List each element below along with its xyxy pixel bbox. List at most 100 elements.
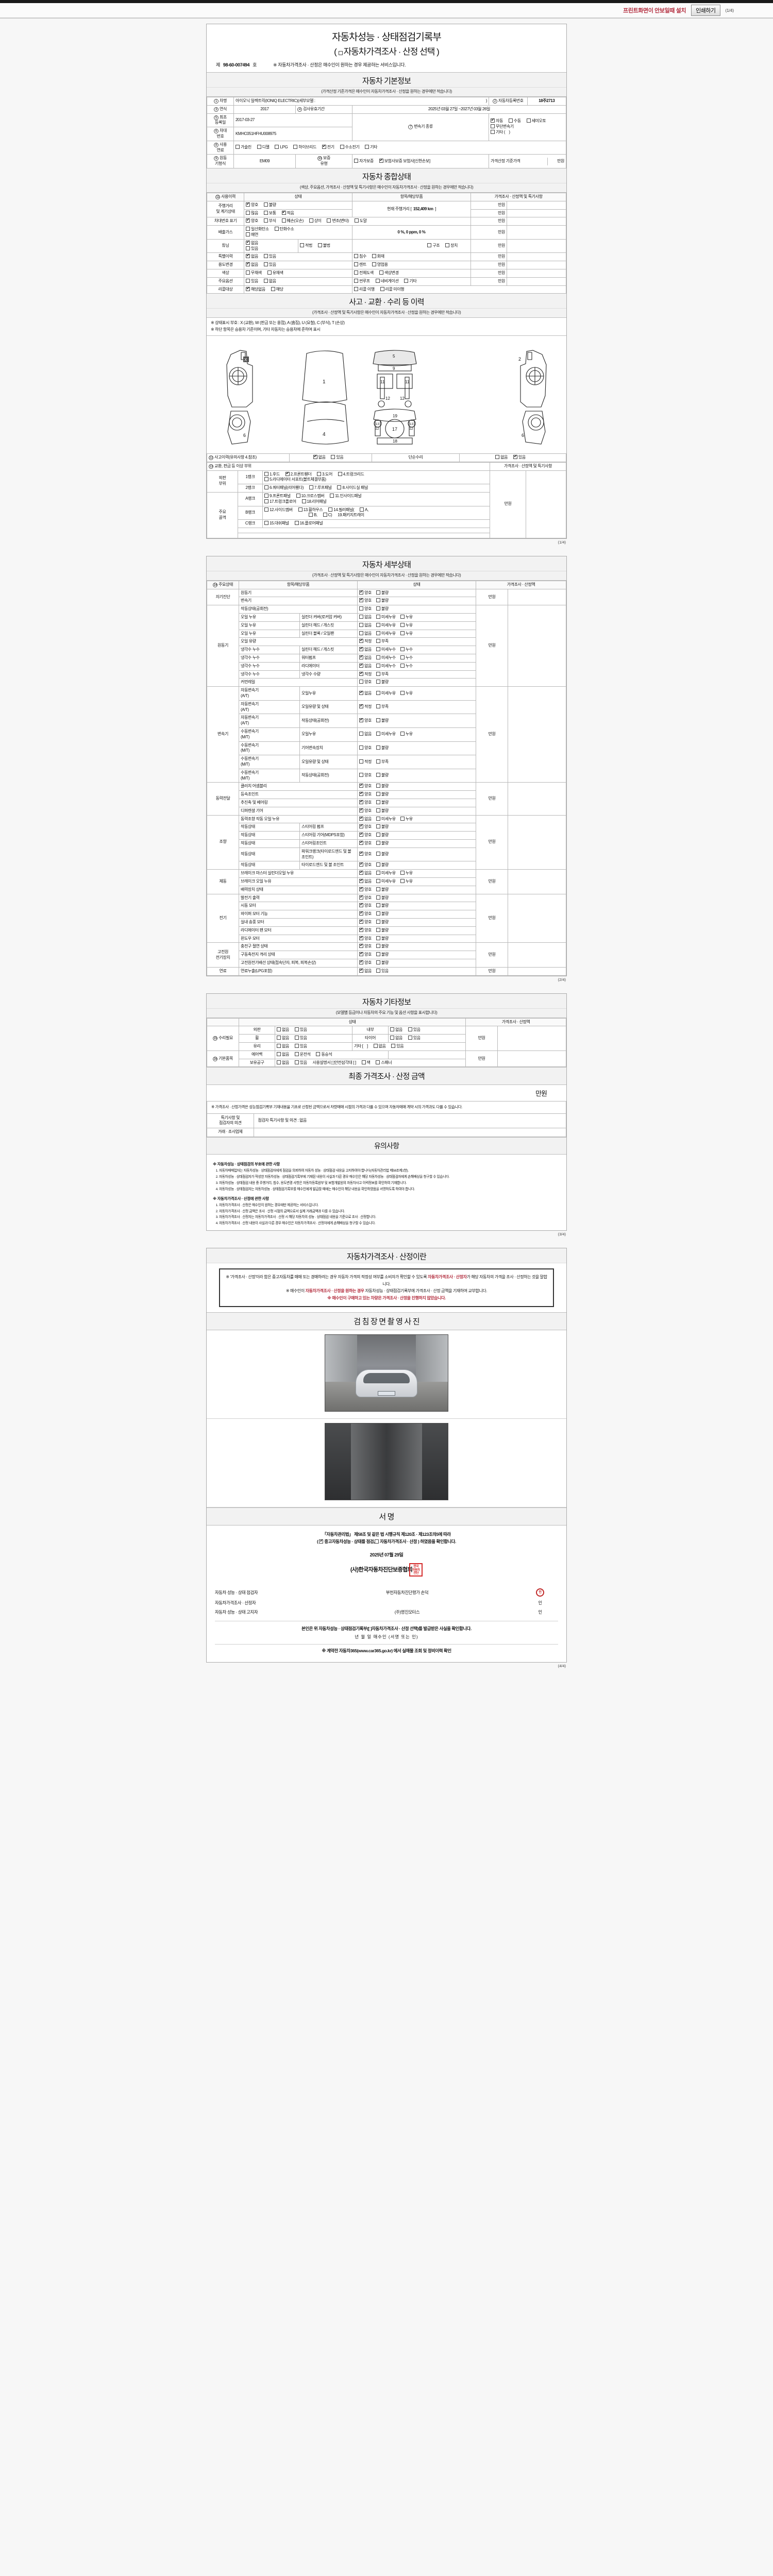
tuning-legal[interactable]: 적법 xyxy=(300,243,312,249)
color-achromatic[interactable]: 무채색 xyxy=(246,270,262,276)
detail-option[interactable]: 양호 xyxy=(359,597,372,604)
detail-option[interactable]: 없음 xyxy=(359,631,372,637)
detail-option[interactable]: 양호 xyxy=(359,861,372,868)
detail-option[interactable]: 불량 xyxy=(376,895,389,901)
detail-option[interactable]: 양호 xyxy=(359,840,372,846)
detail-option[interactable]: 불량 xyxy=(376,903,389,909)
detail-option[interactable]: 없음 xyxy=(359,654,372,661)
part-pillar-panel[interactable]: 14.필러패널( xyxy=(328,507,355,513)
emission-co[interactable]: 일산화탄소 xyxy=(246,227,269,232)
detail-memo[interactable] xyxy=(508,605,566,687)
detail-option[interactable]: 양호 xyxy=(359,951,372,958)
usage-memo[interactable] xyxy=(507,261,566,269)
detail-option[interactable]: 불량 xyxy=(376,784,389,789)
detail-option[interactable]: 누유 xyxy=(400,878,413,885)
detail-option[interactable]: 없음 xyxy=(359,878,372,885)
detail-option[interactable]: 누수 xyxy=(400,663,413,669)
detail-option[interactable]: 없음 xyxy=(359,663,372,669)
print-button[interactable]: 인쇄하기 xyxy=(691,5,720,16)
manual-none[interactable]: 없음 xyxy=(277,1060,289,1066)
detail-option[interactable]: 불량 xyxy=(376,936,389,942)
detail-option[interactable]: 불량 xyxy=(376,862,389,868)
part-hood[interactable]: 1.후드 xyxy=(264,471,280,478)
detail-option[interactable]: 불량 xyxy=(376,680,389,685)
color-changed[interactable]: 색상변경 xyxy=(379,270,399,276)
detail-option[interactable]: 불량 xyxy=(376,911,389,917)
detail-option[interactable]: 미세누유 xyxy=(376,690,396,697)
detail-option[interactable]: 양호 xyxy=(359,717,372,724)
part-floor-panel[interactable]: 16.플로어패널 xyxy=(294,521,323,527)
detail-option[interactable]: 불량 xyxy=(376,598,389,604)
repair-tire-none[interactable]: 없음 xyxy=(390,1036,402,1041)
detail-option[interactable]: 누유 xyxy=(400,690,413,697)
warranty-opt-insurance[interactable]: 보험사보증 보험사[신한손보] xyxy=(379,158,430,164)
detail-option[interactable]: 양호 xyxy=(359,935,372,942)
fuel-opt-lpg[interactable]: LPG xyxy=(275,145,288,150)
mileage-many[interactable]: 많음 xyxy=(246,210,258,216)
detail-option[interactable]: 적정 xyxy=(359,671,372,677)
detail-option[interactable]: 미세누유 xyxy=(376,871,396,876)
airbag-driver[interactable]: 운전석 xyxy=(294,1052,311,1058)
detail-option[interactable]: 없음 xyxy=(359,870,372,876)
accident-yes[interactable]: 있음 xyxy=(331,454,344,461)
detail-option[interactable]: 없음 xyxy=(359,816,372,822)
special-yes[interactable]: 있음 xyxy=(263,254,276,260)
detail-memo[interactable] xyxy=(508,967,566,976)
part-trunk-lid[interactable]: 4.트렁크리드 xyxy=(338,471,364,478)
part-inside-panel[interactable]: 11.인사이드패널 xyxy=(330,493,362,499)
basic-items-memo[interactable] xyxy=(497,1050,566,1067)
part-trunk-floor[interactable]: 17.트렁크플로어 xyxy=(264,499,296,505)
part-front-fender[interactable]: 2.프론트휀더 xyxy=(285,471,312,478)
options-yes[interactable]: 있음 xyxy=(246,278,258,284)
recall-na[interactable]: 해당없음 xyxy=(246,286,265,293)
emission-memo[interactable] xyxy=(507,225,566,240)
fuel-opt-hydrogen[interactable]: 수소전기 xyxy=(340,145,360,150)
color-chromatic[interactable]: 유채색 xyxy=(267,270,283,276)
detail-option[interactable]: 없음 xyxy=(359,690,372,697)
special-fire[interactable]: 화재 xyxy=(372,254,384,260)
detail-option[interactable]: 없음 xyxy=(359,968,372,974)
part-door[interactable]: 3.도어 xyxy=(317,471,332,478)
options-sunroof[interactable]: 썬루프 xyxy=(354,278,370,284)
detail-memo[interactable] xyxy=(508,588,566,606)
law-checkbox-price[interactable] xyxy=(375,1539,379,1544)
usage-none[interactable]: 없음 xyxy=(246,261,258,268)
detail-option[interactable]: 양호 xyxy=(359,894,372,901)
special-flood[interactable]: 침수 xyxy=(354,254,366,260)
emission-hc[interactable]: 탄화수소 xyxy=(274,227,294,232)
detail-option[interactable]: 불량 xyxy=(376,952,389,958)
detail-option[interactable]: 적정 xyxy=(359,638,372,645)
detail-option[interactable]: 부족 xyxy=(376,759,389,765)
part-rear-panel[interactable]: 18.리어패널 xyxy=(301,499,327,505)
mileage-normal[interactable]: 보통 xyxy=(263,210,276,216)
detail-option[interactable]: 미세누유 xyxy=(376,615,396,620)
detail-option[interactable]: 양호 xyxy=(359,919,372,925)
detail-option[interactable]: 누수 xyxy=(400,655,413,661)
part-pillar-b[interactable]: B, xyxy=(309,513,317,518)
dealer-value[interactable] xyxy=(254,1128,566,1137)
mileage-memo-1[interactable] xyxy=(507,200,566,210)
mileage-memo-2[interactable] xyxy=(507,209,566,218)
detail-option[interactable]: 불량 xyxy=(376,852,389,857)
detail-memo[interactable] xyxy=(508,893,566,943)
part-radiator-support[interactable]: 5.라디에이터 서포트(볼트체결부품) xyxy=(264,477,326,483)
detail-option[interactable]: 부족 xyxy=(376,639,389,645)
detail-option[interactable]: 양호 xyxy=(359,799,372,806)
detail-option[interactable]: 불량 xyxy=(376,773,389,778)
tuning-illegal[interactable]: 불법 xyxy=(317,243,330,249)
detail-option[interactable]: 양호 xyxy=(359,680,372,685)
simple-yes[interactable]: 있음 xyxy=(513,454,526,461)
repair-glass-yes[interactable]: 있음 xyxy=(294,1043,307,1049)
part-cross-member[interactable]: 10.크로스멤버 xyxy=(296,493,325,499)
tuning-none[interactable]: 없음 xyxy=(246,240,258,246)
trans-opt-semiauto[interactable]: 세미오토 xyxy=(526,118,546,124)
detail-option[interactable]: 불량 xyxy=(376,840,389,846)
detail-option[interactable]: 불량 xyxy=(376,824,389,830)
detail-option[interactable]: 누유 xyxy=(400,871,413,876)
options-no[interactable]: 없음 xyxy=(263,278,276,284)
fuel-opt-hybrid[interactable]: 하이브리드 xyxy=(293,145,316,150)
detail-option[interactable]: 양호 xyxy=(359,832,372,838)
detail-option[interactable]: 불량 xyxy=(376,745,389,751)
detail-option[interactable]: 양호 xyxy=(359,745,372,751)
detail-option[interactable]: 미세누유 xyxy=(376,631,396,637)
